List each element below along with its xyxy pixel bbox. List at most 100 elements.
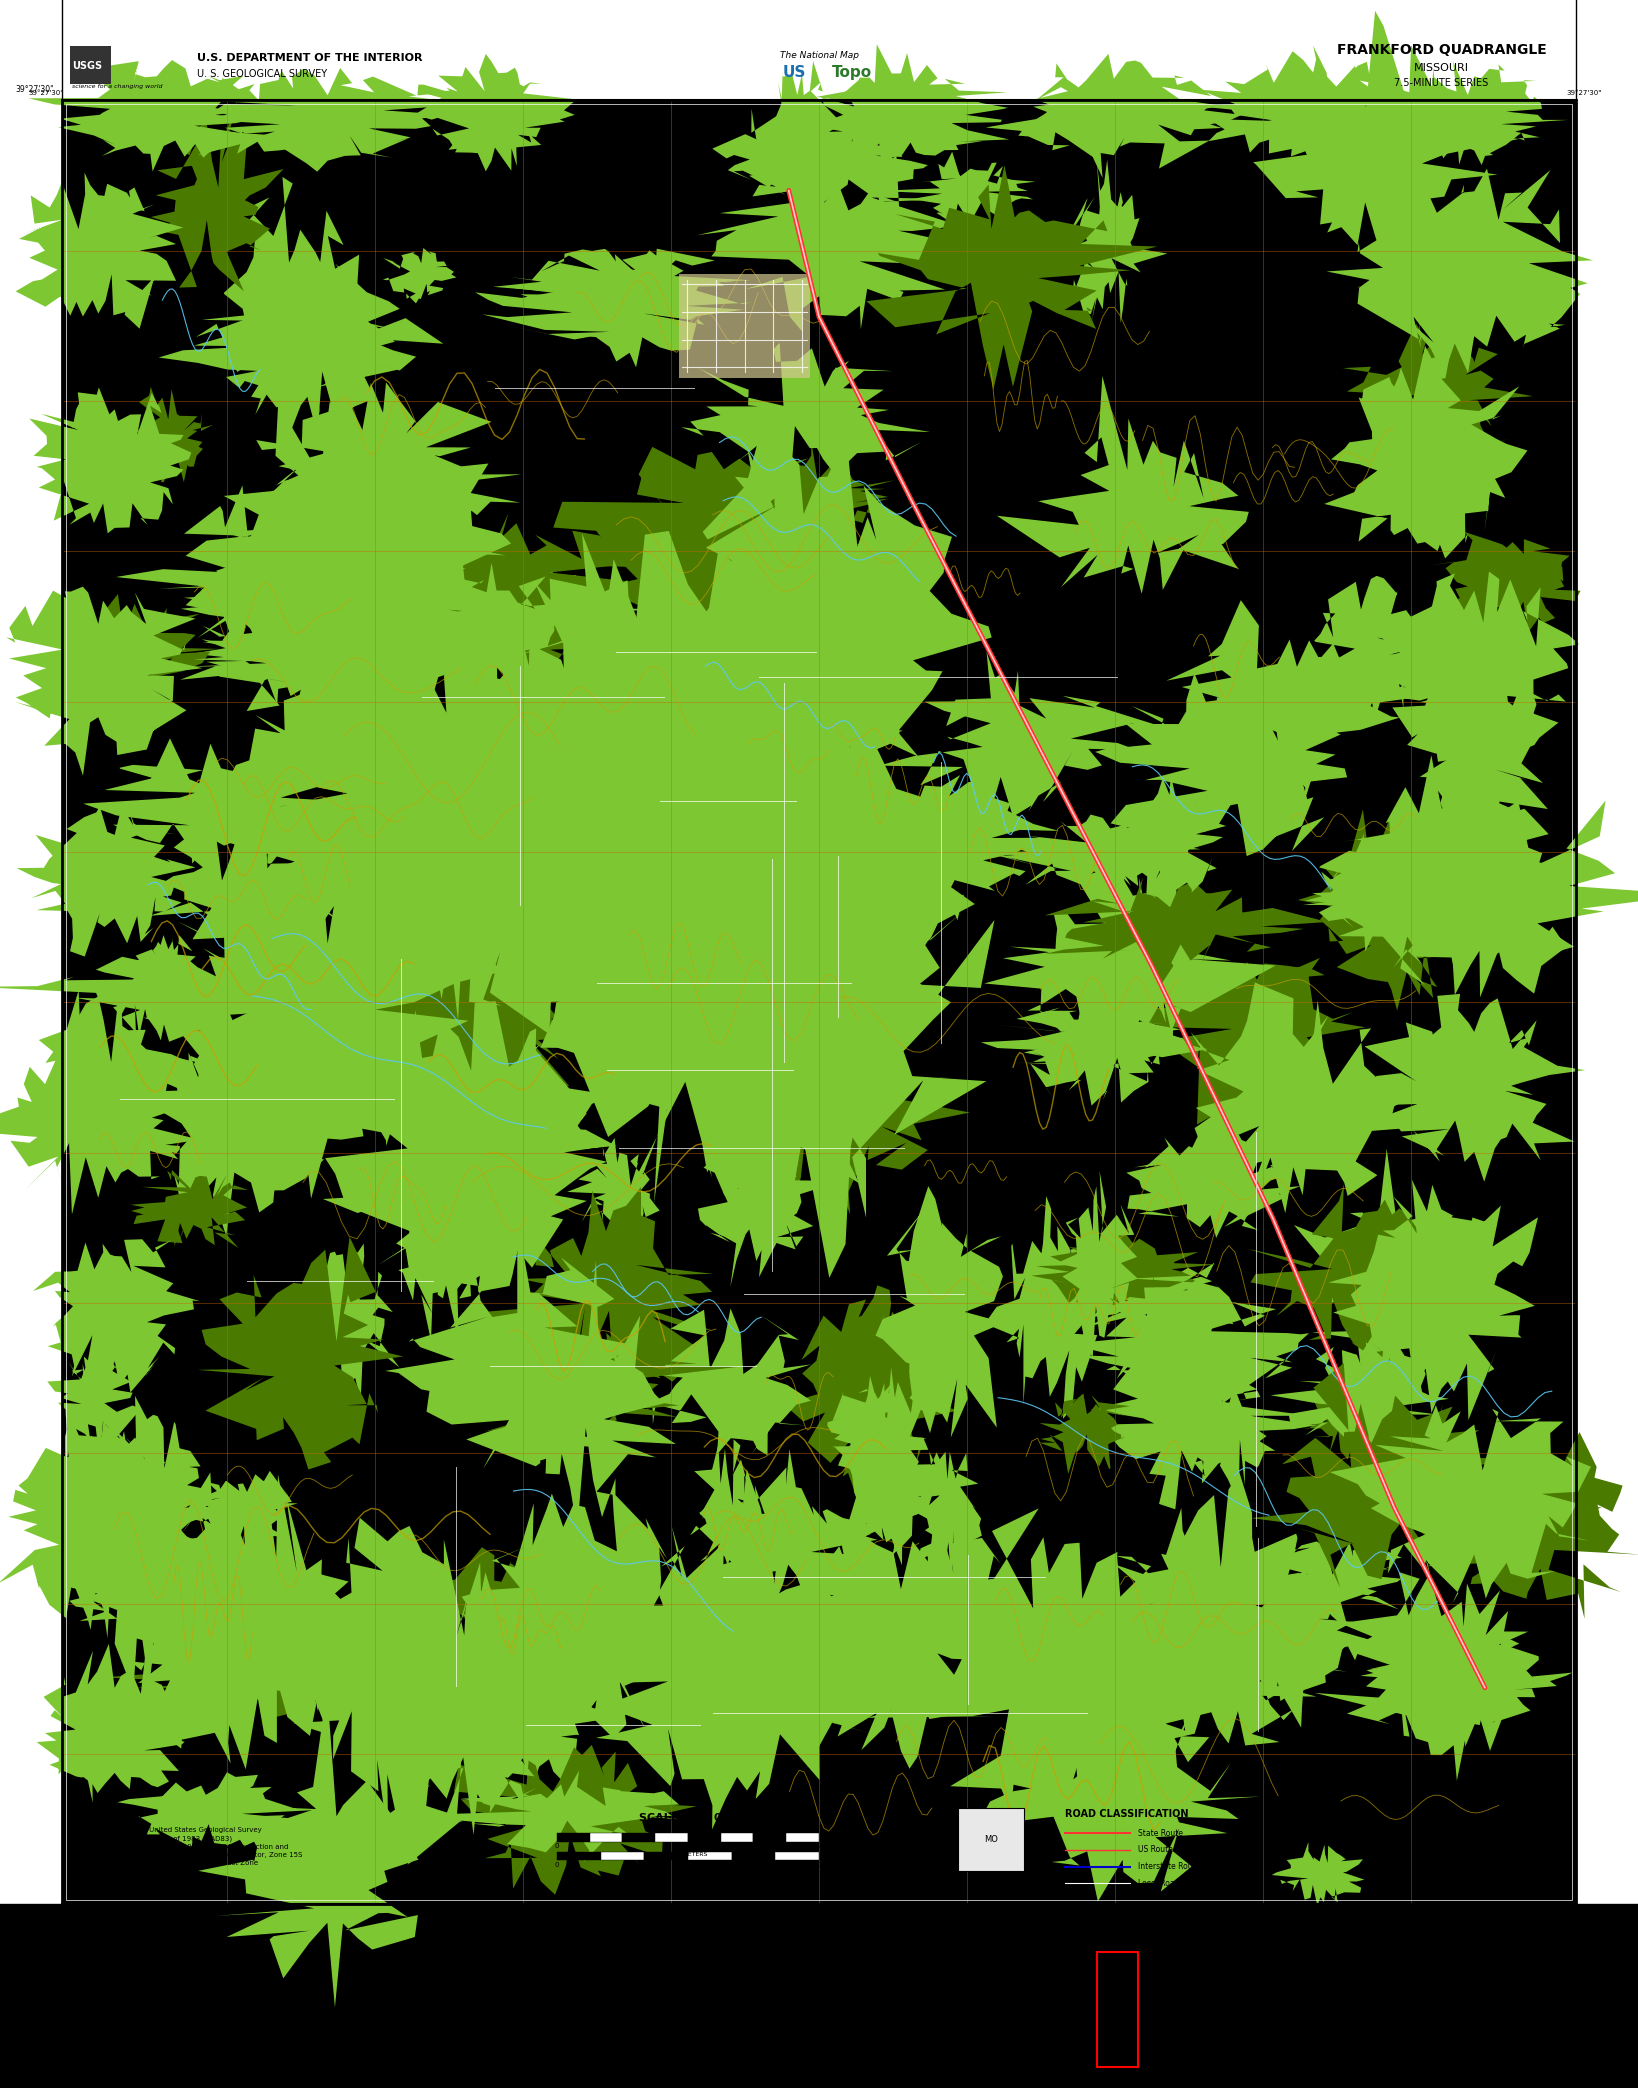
Text: SCALE 1:24 000: SCALE 1:24 000	[639, 1812, 737, 1823]
Polygon shape	[198, 1689, 464, 2007]
Polygon shape	[1430, 532, 1581, 656]
Text: 1: 1	[686, 1844, 690, 1848]
Text: MO: MO	[984, 1835, 998, 1844]
Polygon shape	[867, 165, 1156, 390]
Polygon shape	[116, 1474, 351, 1769]
Polygon shape	[387, 514, 665, 693]
Polygon shape	[981, 1695, 1261, 1902]
Bar	[557, 1833, 590, 1842]
Polygon shape	[116, 484, 401, 668]
Polygon shape	[151, 100, 283, 292]
Polygon shape	[1194, 52, 1432, 163]
Text: science for a changing world: science for a changing world	[72, 84, 162, 88]
Polygon shape	[1315, 1635, 1572, 1725]
Polygon shape	[364, 520, 506, 618]
Bar	[775, 1852, 819, 1860]
Polygon shape	[197, 177, 400, 436]
Polygon shape	[672, 436, 991, 833]
Bar	[655, 1833, 688, 1842]
Polygon shape	[211, 495, 403, 622]
Polygon shape	[423, 562, 660, 658]
Polygon shape	[118, 1773, 328, 1846]
Polygon shape	[36, 1643, 185, 1802]
Polygon shape	[1294, 1148, 1487, 1382]
Text: 0: 0	[555, 1844, 559, 1848]
Polygon shape	[652, 1309, 811, 1460]
Bar	[66, 104, 1572, 1900]
Text: FRANKFORD QUADRANGLE: FRANKFORD QUADRANGLE	[1337, 44, 1546, 56]
Polygon shape	[98, 1397, 211, 1585]
Polygon shape	[1045, 877, 1328, 983]
Polygon shape	[713, 106, 927, 205]
Polygon shape	[408, 1054, 616, 1182]
Text: 39°22'30": 39°22'30"	[1566, 1908, 1602, 1915]
Polygon shape	[1297, 796, 1518, 1011]
Bar	[0, 1904, 1638, 2088]
Polygon shape	[981, 994, 1178, 1105]
Text: The National Map: The National Map	[780, 52, 858, 61]
Polygon shape	[1330, 1405, 1590, 1604]
Polygon shape	[541, 651, 986, 1278]
Polygon shape	[704, 960, 842, 1194]
Polygon shape	[197, 69, 468, 171]
Polygon shape	[799, 775, 1058, 921]
Polygon shape	[233, 1518, 573, 1840]
Polygon shape	[1302, 850, 1404, 923]
Polygon shape	[513, 618, 709, 806]
Polygon shape	[84, 739, 362, 864]
Polygon shape	[33, 1240, 200, 1405]
Polygon shape	[1065, 161, 1168, 324]
Bar	[721, 1833, 753, 1842]
Polygon shape	[475, 251, 752, 367]
Polygon shape	[749, 8, 844, 253]
Polygon shape	[1096, 672, 1346, 862]
Polygon shape	[1024, 1255, 1228, 1328]
Polygon shape	[169, 1470, 298, 1562]
Bar	[62, 100, 1576, 1904]
Text: 7.5-MINUTE SERIES: 7.5-MINUTE SERIES	[1394, 77, 1489, 88]
Polygon shape	[1251, 1363, 1520, 1587]
Polygon shape	[1328, 1180, 1538, 1420]
Polygon shape	[301, 1244, 400, 1407]
Polygon shape	[493, 248, 752, 326]
Polygon shape	[945, 814, 1201, 904]
Polygon shape	[159, 251, 444, 436]
Polygon shape	[1319, 756, 1600, 996]
Polygon shape	[799, 44, 1009, 163]
Polygon shape	[785, 1286, 960, 1499]
Polygon shape	[308, 898, 527, 1146]
Polygon shape	[1389, 61, 1568, 165]
Polygon shape	[467, 1261, 676, 1531]
Polygon shape	[128, 935, 213, 1040]
Polygon shape	[385, 1219, 634, 1470]
Polygon shape	[696, 1013, 970, 1228]
Bar	[557, 1852, 601, 1860]
Text: ROAD CLASSIFICATION: ROAD CLASSIFICATION	[1065, 1808, 1188, 1819]
Bar	[688, 1833, 721, 1842]
Polygon shape	[878, 651, 1158, 833]
Polygon shape	[454, 1746, 696, 1894]
Polygon shape	[1340, 1572, 1538, 1781]
Polygon shape	[128, 986, 324, 1249]
Polygon shape	[414, 54, 588, 171]
Polygon shape	[385, 560, 808, 1069]
Polygon shape	[1338, 785, 1638, 998]
Polygon shape	[1324, 347, 1528, 557]
Polygon shape	[49, 1426, 183, 1614]
Polygon shape	[1404, 1432, 1638, 1618]
Polygon shape	[383, 1136, 501, 1343]
Polygon shape	[994, 998, 1207, 1077]
Polygon shape	[410, 1547, 604, 1650]
Text: Produced by the United States Geological Survey
North American Datum of 1983 (NA: Produced by the United States Geological…	[90, 1827, 303, 1867]
Bar	[62, 100, 1576, 1904]
Polygon shape	[1301, 576, 1430, 725]
Polygon shape	[1102, 958, 1366, 1128]
Text: USGS: USGS	[72, 61, 102, 71]
Text: U.S. DEPARTMENT OF THE INTERIOR: U.S. DEPARTMENT OF THE INTERIOR	[197, 52, 423, 63]
Polygon shape	[29, 388, 192, 532]
Text: U. S. GEOLOGICAL SURVEY: U. S. GEOLOGICAL SURVEY	[197, 69, 326, 79]
Polygon shape	[773, 846, 867, 1046]
Polygon shape	[1368, 572, 1579, 770]
Bar	[601, 1852, 644, 1860]
Polygon shape	[837, 1368, 935, 1566]
